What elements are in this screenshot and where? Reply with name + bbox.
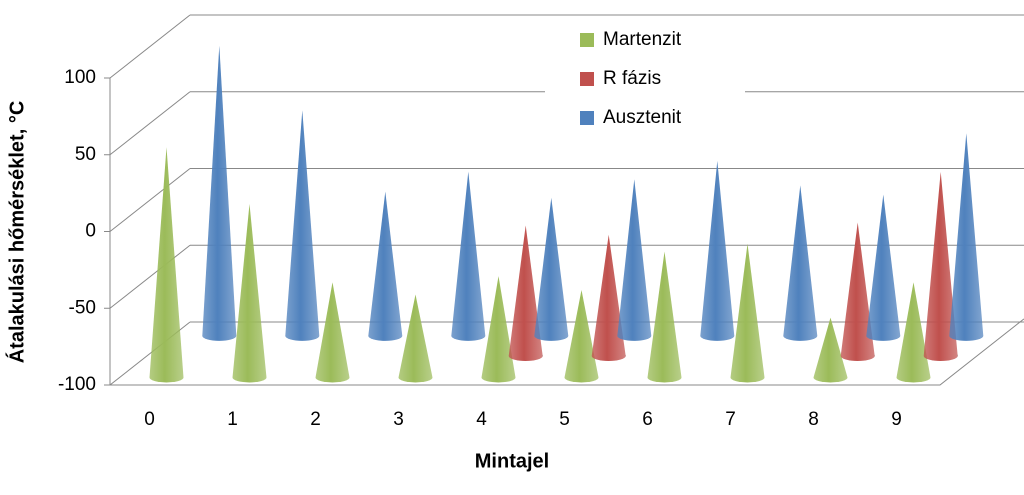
x-tick-label: 7 <box>725 409 736 430</box>
x-tick-label: 3 <box>393 409 404 430</box>
legend-box <box>545 18 745 140</box>
cone <box>617 179 652 341</box>
cone <box>368 191 403 341</box>
cone <box>398 294 433 383</box>
cone <box>149 147 184 383</box>
cone <box>534 197 569 341</box>
floor <box>110 318 1024 386</box>
cone <box>647 251 682 383</box>
legend-label: Martenzit <box>603 29 682 50</box>
cone <box>783 185 818 341</box>
x-tick-label: 5 <box>559 409 570 430</box>
legend-swatch <box>580 111 594 125</box>
x-axis-title: Mintajel <box>475 450 549 472</box>
grid-line <box>109 168 191 232</box>
cone <box>451 171 486 341</box>
cone <box>700 160 735 341</box>
cone <box>508 225 543 362</box>
legend-label: Ausztenit <box>603 107 682 128</box>
cone <box>813 317 848 383</box>
legend-label: R fázis <box>603 68 661 89</box>
y-tick-label: 0 <box>85 221 96 242</box>
labels: -100 -50 0 50 100 0 1 2 3 4 5 6 7 8 9 Martenzit R fázis A… <box>58 18 902 430</box>
cone <box>591 234 626 362</box>
y-axis-title: Átalakulási hőmérséklet, °C <box>5 101 28 364</box>
legend-swatch <box>580 33 594 47</box>
y-tick-label: 100 <box>64 67 96 88</box>
cone <box>730 243 765 383</box>
cone <box>285 110 320 341</box>
x-tick-label: 2 <box>310 409 321 430</box>
y-tick-label: 50 <box>75 144 96 165</box>
grid-line <box>109 244 191 309</box>
y-tick-label: -50 <box>69 297 96 318</box>
cone <box>315 282 350 383</box>
cone <box>202 45 237 341</box>
cone <box>840 222 875 362</box>
cone <box>896 282 931 383</box>
x-tick-label: 1 <box>227 409 238 430</box>
x-tick-label: 4 <box>476 409 487 430</box>
cone <box>923 171 958 362</box>
cone <box>232 203 267 383</box>
legend-swatch <box>580 72 594 86</box>
x-tick-label: 0 <box>144 409 155 430</box>
cone <box>949 133 984 341</box>
grid-line <box>109 14 191 79</box>
cone <box>481 276 516 383</box>
cone <box>564 289 599 383</box>
grid-line <box>109 91 191 156</box>
cones <box>149 45 984 383</box>
cone <box>866 194 901 341</box>
x-tick-label: 9 <box>891 409 902 430</box>
y-tick-label: -100 <box>58 374 96 395</box>
x-tick-label: 6 <box>642 409 653 430</box>
x-tick-label: 8 <box>808 409 819 430</box>
